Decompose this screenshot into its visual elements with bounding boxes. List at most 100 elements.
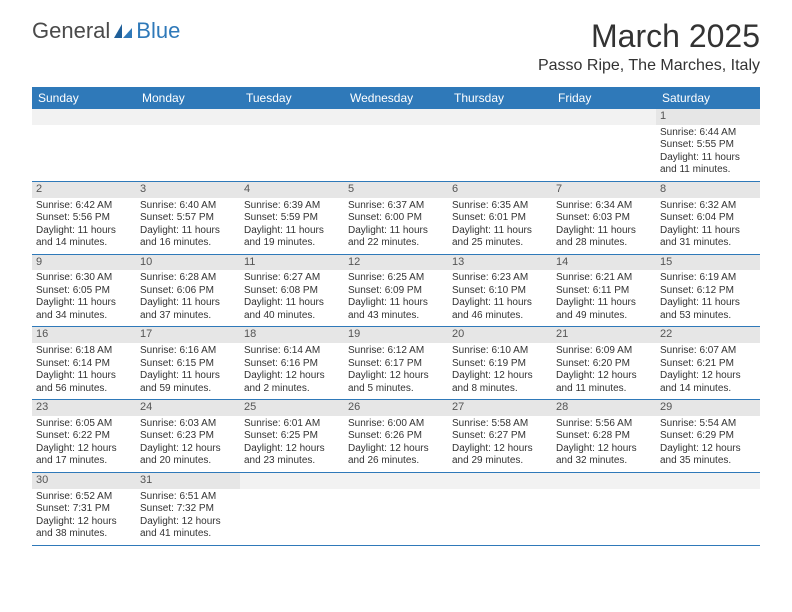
day-line-sunset: Sunset: 5:57 PM [140, 212, 236, 225]
day-line-dl1: Daylight: 12 hours [140, 516, 236, 529]
day-number: 24 [136, 400, 240, 416]
page-header: General Blue March 2025 Passo Ripe, The … [0, 0, 792, 79]
day-body: Sunrise: 6:14 AMSunset: 6:16 PMDaylight:… [240, 343, 344, 399]
day-line-dl1: Daylight: 11 hours [660, 297, 756, 310]
day-line-sunset: Sunset: 6:20 PM [556, 358, 652, 371]
day-line-dl2: and 17 minutes. [36, 455, 132, 468]
day-line-sunset: Sunset: 6:27 PM [452, 430, 548, 443]
day-line-dl1: Daylight: 11 hours [36, 225, 132, 238]
day-body: Sunrise: 6:09 AMSunset: 6:20 PMDaylight:… [552, 343, 656, 399]
day-cell: 28Sunrise: 5:56 AMSunset: 6:28 PMDayligh… [552, 400, 656, 472]
day-cell: 25Sunrise: 6:01 AMSunset: 6:25 PMDayligh… [240, 400, 344, 472]
day-line-dl1: Daylight: 12 hours [660, 443, 756, 456]
day-line-sunrise: Sunrise: 6:01 AM [244, 418, 340, 431]
day-body: Sunrise: 6:07 AMSunset: 6:21 PMDaylight:… [656, 343, 760, 399]
day-body: Sunrise: 6:40 AMSunset: 5:57 PMDaylight:… [136, 198, 240, 254]
day-line-sunset: Sunset: 6:03 PM [556, 212, 652, 225]
day-body: Sunrise: 6:23 AMSunset: 6:10 PMDaylight:… [448, 270, 552, 326]
day-line-dl1: Daylight: 12 hours [36, 516, 132, 529]
day-number: 14 [552, 255, 656, 271]
day-number: 26 [344, 400, 448, 416]
day-cell: 29Sunrise: 5:54 AMSunset: 6:29 PMDayligh… [656, 400, 760, 472]
day-line-sunset: Sunset: 7:31 PM [36, 503, 132, 516]
day-line-dl1: Daylight: 12 hours [660, 370, 756, 383]
day-cell: 4Sunrise: 6:39 AMSunset: 5:59 PMDaylight… [240, 182, 344, 254]
day-line-dl2: and 14 minutes. [660, 383, 756, 396]
day-line-sunset: Sunset: 6:15 PM [140, 358, 236, 371]
day-body: Sunrise: 6:35 AMSunset: 6:01 PMDaylight:… [448, 198, 552, 254]
day-line-dl2: and 32 minutes. [556, 455, 652, 468]
day-body: Sunrise: 5:54 AMSunset: 6:29 PMDaylight:… [656, 416, 760, 472]
day-cell: 2Sunrise: 6:42 AMSunset: 5:56 PMDaylight… [32, 182, 136, 254]
day-body: Sunrise: 6:27 AMSunset: 6:08 PMDaylight:… [240, 270, 344, 326]
day-cell: 16Sunrise: 6:18 AMSunset: 6:14 PMDayligh… [32, 327, 136, 399]
weekday-header: Sunday [32, 87, 136, 109]
day-line-sunset: Sunset: 6:12 PM [660, 285, 756, 298]
day-body: Sunrise: 6:03 AMSunset: 6:23 PMDaylight:… [136, 416, 240, 472]
weekday-header: Friday [552, 87, 656, 109]
day-cell: 22Sunrise: 6:07 AMSunset: 6:21 PMDayligh… [656, 327, 760, 399]
day-cell: 7Sunrise: 6:34 AMSunset: 6:03 PMDaylight… [552, 182, 656, 254]
day-line-sunset: Sunset: 6:05 PM [36, 285, 132, 298]
day-line-sunrise: Sunrise: 5:54 AM [660, 418, 756, 431]
day-line-sunrise: Sunrise: 6:35 AM [452, 200, 548, 213]
day-line-sunrise: Sunrise: 6:39 AM [244, 200, 340, 213]
day-line-dl2: and 16 minutes. [140, 237, 236, 250]
day-line-dl1: Daylight: 11 hours [140, 297, 236, 310]
day-line-dl2: and 2 minutes. [244, 383, 340, 396]
day-line-sunrise: Sunrise: 6:23 AM [452, 272, 548, 285]
day-line-sunrise: Sunrise: 6:42 AM [36, 200, 132, 213]
brand-logo: General Blue [32, 18, 180, 44]
day-number [32, 109, 136, 125]
day-line-dl1: Daylight: 11 hours [452, 297, 548, 310]
day-line-sunrise: Sunrise: 6:16 AM [140, 345, 236, 358]
day-cell: 27Sunrise: 5:58 AMSunset: 6:27 PMDayligh… [448, 400, 552, 472]
day-cell [344, 109, 448, 181]
day-cell: 9Sunrise: 6:30 AMSunset: 6:05 PMDaylight… [32, 255, 136, 327]
day-line-sunrise: Sunrise: 6:25 AM [348, 272, 444, 285]
day-line-sunset: Sunset: 6:25 PM [244, 430, 340, 443]
day-line-sunset: Sunset: 6:29 PM [660, 430, 756, 443]
day-cell: 10Sunrise: 6:28 AMSunset: 6:06 PMDayligh… [136, 255, 240, 327]
day-number [552, 473, 656, 489]
day-line-dl2: and 25 minutes. [452, 237, 548, 250]
day-line-dl2: and 41 minutes. [140, 528, 236, 541]
day-number [344, 473, 448, 489]
day-line-dl2: and 35 minutes. [660, 455, 756, 468]
brand-text-general: General [32, 18, 110, 44]
day-line-dl2: and 53 minutes. [660, 310, 756, 323]
day-line-sunrise: Sunrise: 6:05 AM [36, 418, 132, 431]
day-line-sunset: Sunset: 6:11 PM [556, 285, 652, 298]
day-number: 10 [136, 255, 240, 271]
day-body: Sunrise: 6:12 AMSunset: 6:17 PMDaylight:… [344, 343, 448, 399]
day-number: 12 [344, 255, 448, 271]
day-number: 25 [240, 400, 344, 416]
day-number [448, 109, 552, 125]
day-number: 29 [656, 400, 760, 416]
day-number: 18 [240, 327, 344, 343]
day-number: 27 [448, 400, 552, 416]
day-body: Sunrise: 6:32 AMSunset: 6:04 PMDaylight:… [656, 198, 760, 254]
day-line-dl2: and 23 minutes. [244, 455, 340, 468]
weekday-header-row: SundayMondayTuesdayWednesdayThursdayFrid… [32, 87, 760, 109]
day-line-sunset: Sunset: 6:23 PM [140, 430, 236, 443]
day-cell [552, 473, 656, 545]
day-body: Sunrise: 6:05 AMSunset: 6:22 PMDaylight:… [32, 416, 136, 472]
day-number: 1 [656, 109, 760, 125]
title-block: March 2025 Passo Ripe, The Marches, Ital… [538, 18, 760, 75]
day-body: Sunrise: 6:42 AMSunset: 5:56 PMDaylight:… [32, 198, 136, 254]
day-cell: 13Sunrise: 6:23 AMSunset: 6:10 PMDayligh… [448, 255, 552, 327]
day-body: Sunrise: 6:37 AMSunset: 6:00 PMDaylight:… [344, 198, 448, 254]
day-number: 11 [240, 255, 344, 271]
day-number [552, 109, 656, 125]
day-line-sunrise: Sunrise: 6:10 AM [452, 345, 548, 358]
day-body: Sunrise: 6:25 AMSunset: 6:09 PMDaylight:… [344, 270, 448, 326]
day-line-sunset: Sunset: 6:01 PM [452, 212, 548, 225]
day-line-dl2: and 29 minutes. [452, 455, 548, 468]
day-line-sunset: Sunset: 6:06 PM [140, 285, 236, 298]
day-line-dl2: and 14 minutes. [36, 237, 132, 250]
day-line-dl2: and 31 minutes. [660, 237, 756, 250]
day-line-dl1: Daylight: 12 hours [244, 370, 340, 383]
day-cell: 24Sunrise: 6:03 AMSunset: 6:23 PMDayligh… [136, 400, 240, 472]
day-line-sunset: Sunset: 6:26 PM [348, 430, 444, 443]
